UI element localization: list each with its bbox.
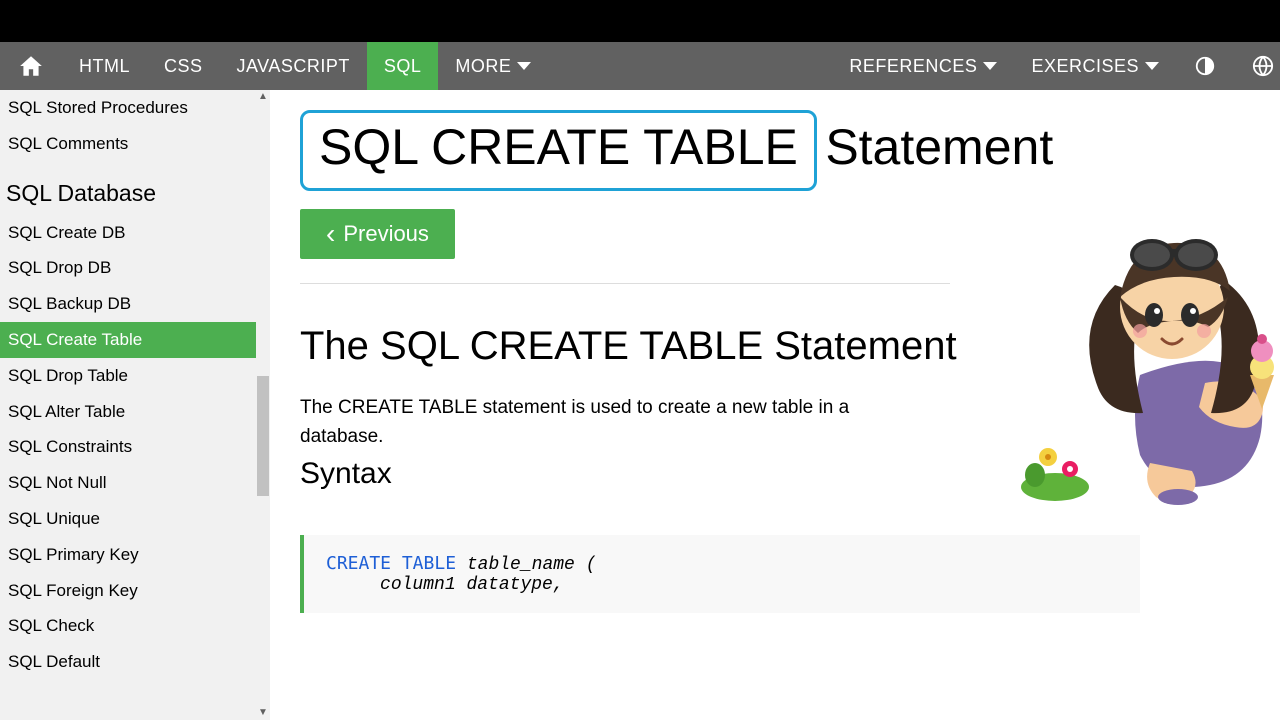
chevron-down-icon bbox=[1145, 62, 1159, 70]
nav-sql[interactable]: SQL bbox=[367, 42, 439, 90]
nav-references-label: REFERENCES bbox=[849, 56, 977, 77]
scroll-up-arrow[interactable]: ▲ bbox=[256, 90, 270, 104]
sidebar-item[interactable]: SQL Create DB bbox=[0, 215, 270, 251]
theme-toggle-icon[interactable] bbox=[1176, 42, 1234, 90]
scroll-thumb[interactable] bbox=[257, 376, 269, 496]
sidebar-item[interactable]: SQL Foreign Key bbox=[0, 573, 270, 609]
sidebar-item[interactable]: SQL Check bbox=[0, 608, 270, 644]
sidebar-item[interactable]: SQL Primary Key bbox=[0, 537, 270, 573]
sidebar-item[interactable]: SQL Drop Table bbox=[0, 358, 270, 394]
previous-label: Previous bbox=[343, 221, 429, 247]
nav-html[interactable]: HTML bbox=[62, 42, 147, 90]
page-title-row: SQL CREATE TABLE Statement bbox=[300, 110, 1250, 191]
code-line-2: column1 datatype, bbox=[326, 575, 1118, 595]
code-keyword-table: TABLE bbox=[402, 553, 456, 574]
section-intro: The CREATE TABLE statement is used to cr… bbox=[300, 393, 920, 452]
sidebar-item[interactable]: SQL Default bbox=[0, 644, 270, 680]
sidebar-item[interactable]: SQL Backup DB bbox=[0, 286, 270, 322]
code-keyword-create: CREATE bbox=[326, 553, 391, 574]
main-content: SQL CREATE TABLE Statement ‹ Previous Th… bbox=[270, 90, 1280, 720]
sidebar-item[interactable]: SQL Drop DB bbox=[0, 250, 270, 286]
sidebar-item[interactable]: SQL Comments bbox=[0, 126, 270, 162]
code-line-1: CREATE TABLE table_name ( bbox=[326, 553, 1118, 575]
code-ident-tablename: table_name bbox=[467, 555, 575, 575]
nav-more[interactable]: MORE bbox=[438, 42, 548, 90]
sidebar-scrollbar[interactable]: ▲ ▼ bbox=[256, 90, 270, 720]
sidebar-item[interactable]: SQL Unique bbox=[0, 501, 270, 537]
sidebar-heading: SQL Database bbox=[0, 162, 270, 215]
page-title-rest: Statement bbox=[825, 119, 1053, 175]
code-comma: , bbox=[553, 575, 564, 595]
sidebar: SQL Stored ProceduresSQL CommentsSQL Dat… bbox=[0, 90, 270, 720]
nav-references[interactable]: REFERENCES bbox=[832, 42, 1014, 90]
nav-css[interactable]: CSS bbox=[147, 42, 220, 90]
main-navbar: HTML CSS JAVASCRIPT SQL MORE REFERENCES … bbox=[0, 42, 1280, 90]
divider bbox=[300, 283, 950, 284]
home-icon[interactable] bbox=[0, 42, 62, 90]
sidebar-item[interactable]: SQL Create Table bbox=[0, 322, 270, 358]
chevron-down-icon bbox=[517, 62, 531, 70]
sidebar-item[interactable]: SQL Stored Procedures bbox=[0, 90, 270, 126]
chevron-down-icon bbox=[983, 62, 997, 70]
globe-icon[interactable] bbox=[1234, 42, 1280, 90]
code-ident-col1: column1 datatype bbox=[380, 575, 553, 595]
sidebar-item[interactable]: SQL Alter Table bbox=[0, 394, 270, 430]
nav-exercises-label: EXERCISES bbox=[1031, 56, 1139, 77]
sidebar-item[interactable]: SQL Not Null bbox=[0, 465, 270, 501]
code-indent bbox=[326, 575, 369, 595]
top-black-bar bbox=[0, 0, 1280, 42]
girl-icecream-illustration bbox=[1020, 225, 1280, 505]
code-paren: ( bbox=[586, 555, 597, 575]
sidebar-item[interactable]: SQL Constraints bbox=[0, 429, 270, 465]
code-block: CREATE TABLE table_name ( column1 dataty… bbox=[300, 535, 1140, 613]
previous-button[interactable]: ‹ Previous bbox=[300, 209, 455, 259]
nav-more-label: MORE bbox=[455, 56, 511, 77]
page-title-highlighted: SQL CREATE TABLE bbox=[300, 110, 817, 191]
nav-javascript[interactable]: JAVASCRIPT bbox=[220, 42, 367, 90]
scroll-down-arrow[interactable]: ▼ bbox=[256, 706, 270, 720]
nav-exercises[interactable]: EXERCISES bbox=[1014, 42, 1176, 90]
